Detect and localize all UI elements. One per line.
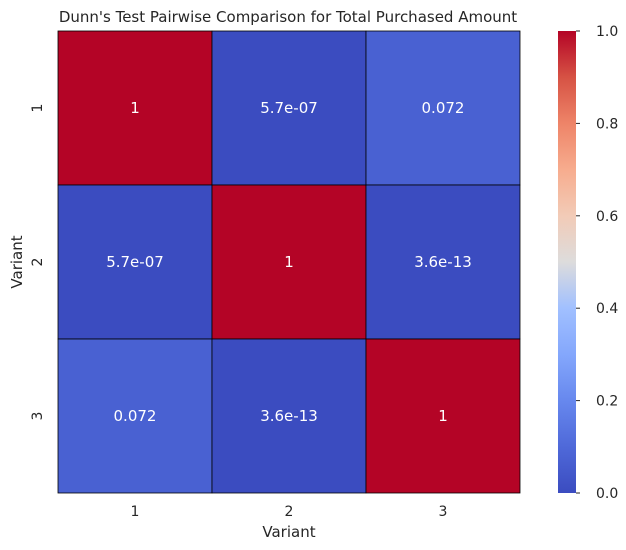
- colorbar-tick-label: 0.6: [596, 209, 618, 225]
- cell-annotation: 3.6e-13: [414, 253, 472, 271]
- colorbar-tick-label: 1.0: [596, 24, 618, 40]
- cell-annotation: 5.7e-07: [260, 99, 318, 117]
- cell-annotation: 1: [438, 407, 448, 425]
- heatmap-cell-2-2: [211, 184, 367, 340]
- colorbar-tick-label: 0.8: [596, 116, 618, 132]
- x-tick-label: 3: [439, 504, 448, 520]
- colorbar-tick-label: 0.2: [596, 394, 618, 410]
- chart-title: Dunn's Test Pairwise Comparison for Tota…: [59, 8, 517, 26]
- colorbar-tick-label: 0.4: [596, 301, 618, 317]
- cell-annotation: 3.6e-13: [260, 407, 318, 425]
- heatmap-annotations: 1 5.7e-07 0.072 5.7e-07 1 3.6e-13 0.072 3.6e-13…: [106, 99, 472, 425]
- heatmap-cell-2-1: [57, 184, 213, 340]
- heatmap-cell-3-2: [211, 338, 367, 494]
- cell-annotation: 0.072: [422, 99, 465, 117]
- y-axis-label: Variant: [8, 235, 26, 288]
- cell-annotation: 1: [284, 253, 294, 271]
- colorbar: 0.0 0.2 0.4 0.6 0.8 1.0: [558, 24, 618, 502]
- heatmap-cells: [57, 30, 521, 494]
- heatmap-cell-1-1: [57, 30, 213, 186]
- x-axis: 1 2 3: [131, 504, 448, 520]
- colorbar-ticks: 0.0 0.2 0.4 0.6 0.8 1.0: [576, 24, 618, 502]
- heatmap-cell-3-1: [57, 338, 213, 494]
- x-tick-label: 1: [131, 504, 140, 520]
- heatmap-cell-2-3: [365, 184, 521, 340]
- y-axis: 1 2 3: [30, 104, 46, 421]
- x-axis-label: Variant: [262, 523, 315, 541]
- colorbar-tick-label: 0.0: [596, 486, 618, 502]
- y-tick-label: 1: [30, 104, 46, 113]
- cell-annotation: 5.7e-07: [106, 253, 164, 271]
- colorbar-gradient: [558, 31, 576, 493]
- cell-annotation: 0.072: [114, 407, 157, 425]
- y-tick-label: 2: [30, 258, 46, 267]
- cell-annotation: 1: [130, 99, 140, 117]
- x-tick-label: 2: [285, 504, 294, 520]
- y-tick-label: 3: [30, 412, 46, 421]
- heatmap-cell-1-3: [365, 30, 521, 186]
- heatmap-cell-3-3: [365, 338, 521, 494]
- heatmap-cell-1-2: [211, 30, 367, 186]
